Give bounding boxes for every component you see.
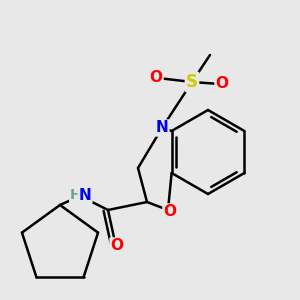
Text: H: H [70,188,82,202]
Text: O: O [110,238,124,253]
Text: O: O [215,76,229,92]
Text: S: S [186,73,198,91]
Text: N: N [156,121,168,136]
Text: N: N [79,188,92,202]
Text: O: O [149,70,163,86]
Text: O: O [164,205,176,220]
